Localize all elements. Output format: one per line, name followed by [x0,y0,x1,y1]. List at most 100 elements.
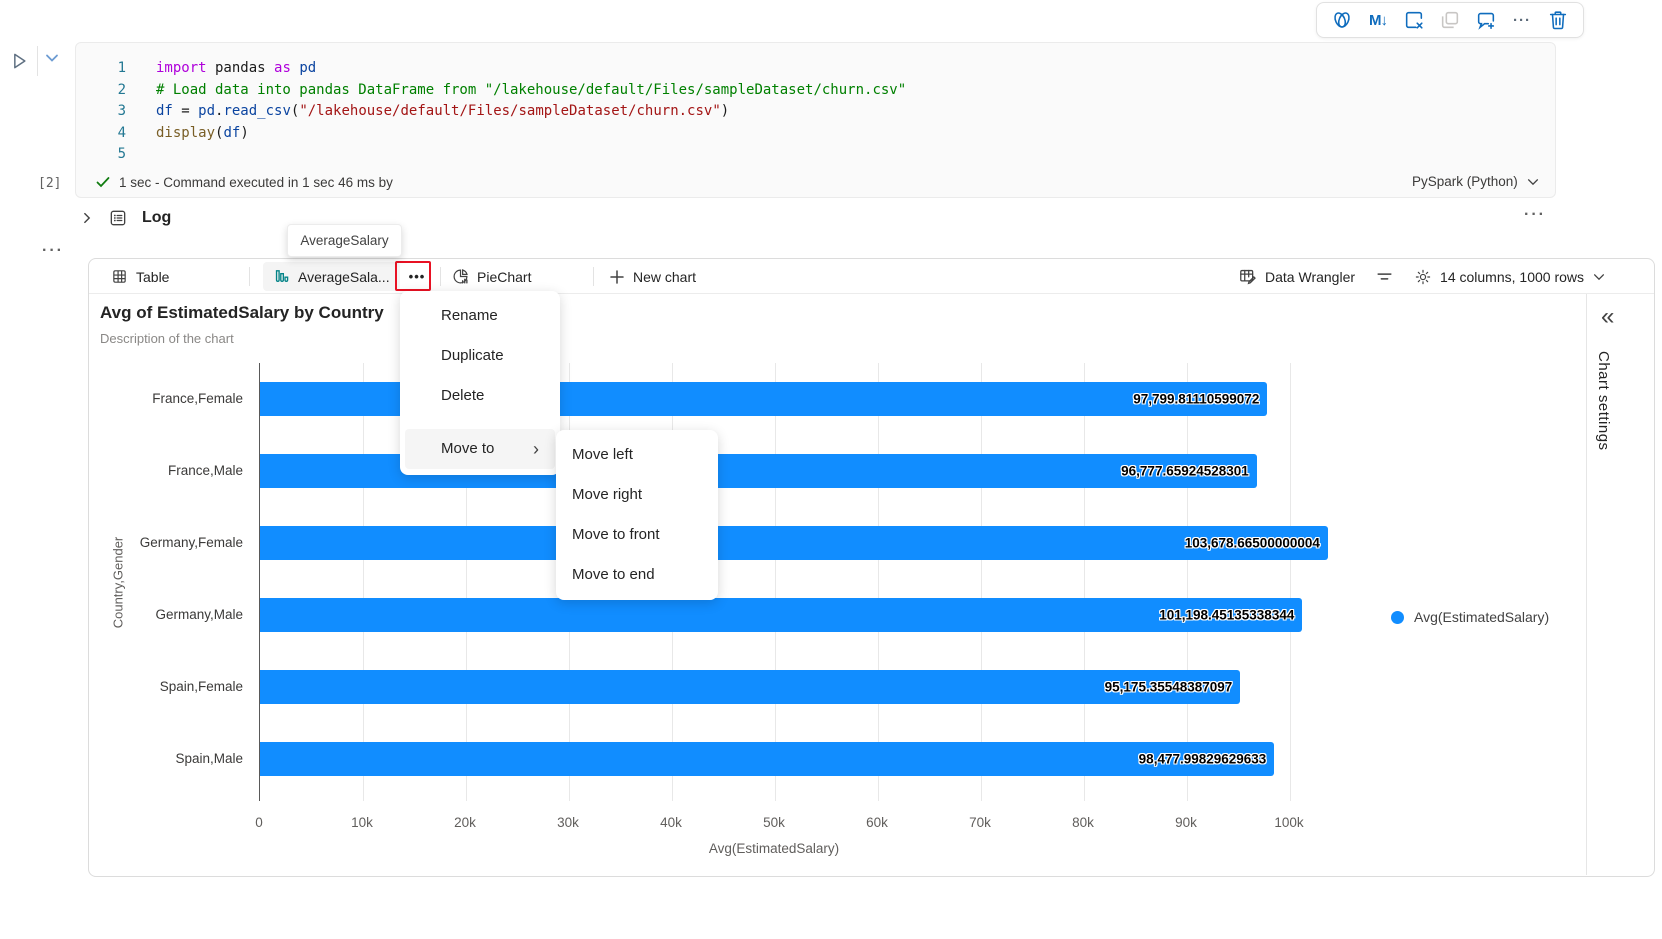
collapse-double-chevron-icon[interactable]: « [1601,303,1615,330]
bar-germany-female[interactable]: 103,678.66500000004 [260,526,1328,560]
gridline [363,363,364,801]
data-wrangler-label: Data Wrangler [1265,268,1356,285]
plot-area: 97,799.81110599072 96,777.65924528301 103,… [259,363,1328,801]
tab-tooltip: AverageSalary [287,224,402,257]
x-tick-label: 50k [763,815,785,830]
run-divider [37,46,38,76]
x-tick-label: 80k [1072,815,1094,830]
chart-settings-label[interactable]: Chart settings [1595,351,1612,451]
x-tick-label: 100k [1274,815,1304,830]
tab-context-menu: Rename Duplicate Delete Move to › [400,291,560,475]
add-comment-icon[interactable] [1473,7,1499,33]
menu-item-rename[interactable]: Rename [441,307,498,324]
run-cell-button[interactable] [6,48,32,74]
cell-status: 1 sec - Command executed in 1 sec 46 ms … [95,174,393,190]
log-section-header[interactable]: Log [80,208,171,228]
bar-value-label: 103,678.66500000004 [1184,535,1320,551]
new-chart-button[interactable]: New chart [609,259,696,294]
code-text: import pandas as pd [156,60,317,76]
menu-item-move-left[interactable]: Move left [572,446,633,463]
tab-average-salary[interactable]: AverageSala... [263,262,400,291]
bar-germany-male[interactable]: 101,198.45135338344 [260,598,1303,632]
code-line[interactable]: 3 df = pd.read_csv("/lakehouse/default/Fi… [76,101,1555,123]
code-text: df = pd.read_csv("/lakehouse/default/Fil… [156,103,730,119]
tab-table-label: Table [136,268,170,285]
code-line[interactable]: 1 import pandas as pd [76,58,1555,80]
copilot-icon[interactable] [1329,7,1355,33]
x-tick-label: 60k [866,815,888,830]
log-icon [110,210,126,226]
chevron-down-icon [1593,273,1605,280]
data-wrangler-icon [1240,269,1256,285]
x-tick-label: 30k [557,815,579,830]
bar-spain-female[interactable]: 95,175.35548387097 [260,670,1241,704]
tab-more-options-button[interactable]: ••• [408,269,426,284]
pie-chart-icon [453,269,468,284]
menu-item-move-to-front[interactable]: Move to front [572,526,660,543]
tab-pie-chart[interactable]: PieChart [452,259,531,294]
bar-value-label: 98,477.99829629633 [1138,751,1267,767]
code-text: # Load data into pandas DataFrame from "… [156,81,907,98]
results-tabbar: Table AverageSala... ••• PieChart [89,259,1654,294]
gridline [1084,363,1085,801]
menu-item-delete[interactable]: Delete [441,387,485,404]
code-line[interactable]: 4 display(df) [76,123,1555,145]
y-category-label: Germany,Female [139,535,243,550]
x-tick-label: 40k [660,815,682,830]
menu-item-move-right[interactable]: Move right [572,486,643,503]
status-text: 1 sec - Command executed in 1 sec 46 ms … [119,174,393,190]
more-icon[interactable]: ··· [1513,11,1531,29]
chevron-down-icon [1527,178,1538,185]
chevron-right-icon[interactable] [80,211,94,225]
gear-icon [1415,269,1431,284]
bar-value-label: 97,799.81110599072 [1133,391,1260,407]
code-line[interactable]: 5 [76,144,1555,166]
y-category-label: Spain,Male [175,751,243,766]
tab-divider [593,267,594,286]
bar-spain-male[interactable]: 98,477.99829629633 [260,742,1275,776]
bar-chart-icon [275,270,289,282]
cell-more-button[interactable]: ··· [42,242,64,259]
bar-value-label: 96,777.65924528301 [1121,463,1249,479]
x-tick-label: 90k [1175,815,1197,830]
duplicate-cell-icon [1437,7,1463,33]
columns-rows-dropdown[interactable]: 14 columns, 1000 rows [1414,268,1606,286]
clear-output-icon[interactable] [1401,7,1427,33]
delete-icon[interactable] [1545,7,1571,33]
plus-icon [610,269,624,284]
log-more-button[interactable]: ··· [1524,206,1546,223]
line-number: 1 [117,60,126,76]
tab-divider [440,267,441,286]
chevron-right-icon: › [533,439,539,459]
tab-table[interactable]: Table [111,259,169,294]
chart-title: Avg of EstimatedSalary by Country [100,303,384,322]
x-tick-label: 10k [351,815,373,830]
filter-button[interactable] [1375,267,1394,286]
data-wrangler-button[interactable]: Data Wrangler [1238,267,1355,286]
bar-value-label: 95,175.35548387097 [1104,679,1233,695]
y-category-label: France,Male [167,463,243,478]
code-line[interactable]: 2 # Load data into pandas DataFrame from … [76,80,1555,102]
menu-item-move-to-end[interactable]: Move to end [572,566,655,583]
kernel-label: PySpark (Python) [1412,174,1518,189]
code-cell[interactable]: 1 import pandas as pd 2 # Load data into pa… [75,42,1556,198]
cell-toolbar: M↓ ··· [1316,2,1584,38]
menu-item-duplicate[interactable]: Duplicate [441,347,504,364]
gridline [466,363,467,801]
tab-pie-chart-label: PieChart [477,268,532,285]
gridline [1187,363,1188,801]
legend-label: Avg(EstimatedSalary) [1414,609,1550,625]
move-to-submenu: Move left Move right Move to front Move … [556,430,718,600]
run-options-chevron-icon[interactable] [44,50,60,66]
tooltip-text: AverageSalary [300,233,389,248]
legend[interactable]: Avg(EstimatedSalary) [1391,609,1549,625]
gridline [878,363,879,801]
kernel-selector[interactable]: PySpark (Python) [1412,174,1540,189]
line-number: 5 [117,146,126,162]
gridline [1290,363,1291,801]
xticks: 0 10k 20k 30k 40k 50k 60k 70k 80k 90k 100k [255,815,1303,833]
y-category-label: Germany,Male [155,607,243,622]
markdown-convert-icon[interactable]: M↓ [1369,11,1388,29]
code-text [126,144,156,166]
menu-item-move-to[interactable]: Move to › [405,429,555,469]
